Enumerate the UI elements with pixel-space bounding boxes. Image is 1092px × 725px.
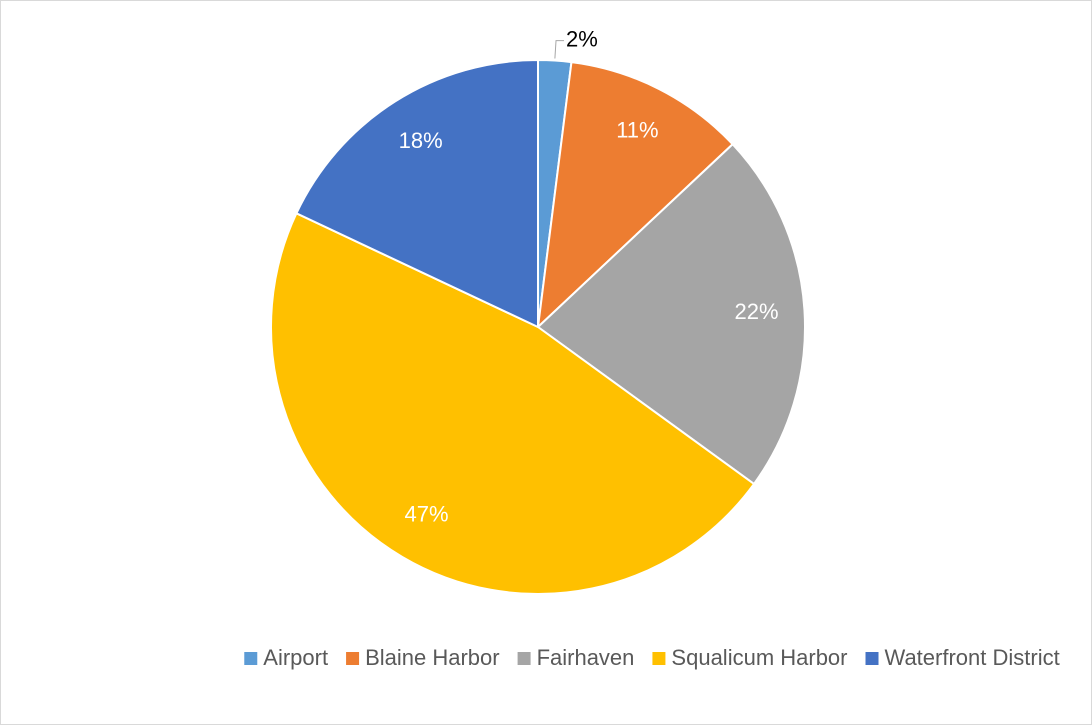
- legend-label: Fairhaven: [537, 645, 635, 670]
- legend-swatch: [652, 652, 666, 665]
- legend-label: Blaine Harbor: [365, 645, 500, 670]
- legend-label: Squalicum Harbor: [671, 645, 847, 670]
- pie-slice: [536, 142, 806, 486]
- pie-slice: [295, 58, 539, 329]
- data-label: 22%: [734, 299, 778, 324]
- data-label: 2%: [566, 26, 598, 51]
- legend-swatch: [865, 652, 879, 665]
- pie-slice: [536, 60, 735, 330]
- data-label: 47%: [405, 501, 449, 526]
- legend-swatch: [346, 652, 360, 665]
- legend-swatch: [244, 652, 258, 665]
- legend-swatch: [517, 652, 531, 665]
- pie-slice: [270, 211, 756, 595]
- leader-line: [554, 40, 565, 59]
- data-label: 18%: [399, 128, 443, 153]
- legend-label: Waterfront District: [885, 645, 1060, 670]
- legend-label: Airport: [263, 645, 328, 670]
- data-label: 11%: [616, 118, 658, 143]
